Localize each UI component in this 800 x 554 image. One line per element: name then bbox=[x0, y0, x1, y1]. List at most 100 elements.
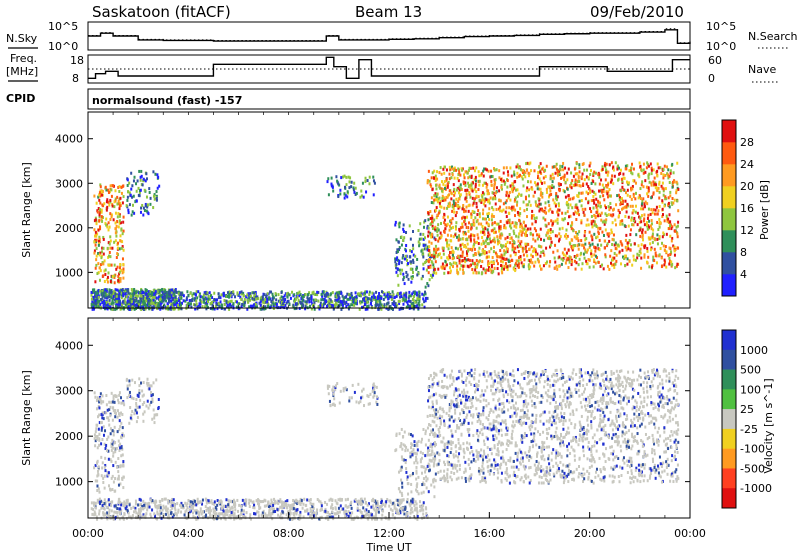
velocity-cell bbox=[118, 510, 121, 514]
power-cell bbox=[410, 260, 413, 264]
power-cell bbox=[313, 292, 316, 296]
power-cell bbox=[91, 307, 94, 311]
power-cell bbox=[163, 298, 166, 302]
power-cell bbox=[605, 218, 608, 222]
power-cell bbox=[289, 296, 292, 300]
power-cell bbox=[521, 170, 524, 174]
power-cell bbox=[593, 190, 596, 194]
power-cell bbox=[499, 178, 502, 182]
power-cell bbox=[426, 282, 429, 286]
power-cell bbox=[571, 197, 574, 201]
power-cell bbox=[147, 292, 150, 296]
power-cell bbox=[153, 295, 156, 299]
power-cell bbox=[247, 300, 250, 304]
power-cell bbox=[152, 293, 155, 297]
power-cell bbox=[611, 258, 614, 262]
power-cell bbox=[449, 269, 452, 273]
power-cell bbox=[653, 212, 656, 216]
power-cell bbox=[116, 195, 119, 199]
power-cell bbox=[174, 302, 177, 306]
power-cell bbox=[367, 305, 370, 309]
power-cell bbox=[538, 244, 541, 248]
power-cell bbox=[101, 219, 104, 223]
velocity-cell bbox=[248, 501, 251, 505]
power-cell bbox=[661, 186, 664, 190]
power-cell bbox=[443, 165, 446, 169]
power-cell bbox=[596, 210, 599, 214]
power-cell bbox=[235, 300, 238, 304]
power-cell bbox=[498, 169, 501, 173]
power-cell bbox=[539, 227, 542, 231]
power-cell bbox=[516, 188, 519, 192]
power-cell bbox=[536, 237, 539, 241]
cpid-label: CPID bbox=[6, 92, 35, 105]
power-cell bbox=[469, 247, 472, 251]
power-cell bbox=[661, 199, 664, 203]
power-cell bbox=[113, 289, 116, 293]
power-cell bbox=[526, 215, 529, 219]
power-cell bbox=[107, 190, 110, 194]
power-cell bbox=[99, 189, 102, 193]
power-cell bbox=[621, 255, 624, 259]
power-cell bbox=[339, 299, 342, 303]
power-cell bbox=[612, 207, 615, 211]
power-cell bbox=[552, 176, 555, 180]
power-cell bbox=[225, 299, 228, 303]
power-cell bbox=[613, 174, 616, 178]
power-cell bbox=[362, 195, 365, 199]
power-cell bbox=[556, 210, 559, 214]
power-cell bbox=[482, 230, 485, 234]
power-cell bbox=[197, 290, 200, 294]
power-cell bbox=[585, 237, 588, 241]
power-cell bbox=[498, 176, 501, 180]
power-cell bbox=[94, 218, 97, 222]
power-cell bbox=[459, 226, 462, 230]
power-cell bbox=[266, 301, 269, 305]
power-cell bbox=[590, 181, 593, 185]
power-cell bbox=[145, 296, 148, 300]
power-cell bbox=[135, 189, 138, 193]
velocity-cell bbox=[373, 517, 376, 521]
power-cell bbox=[627, 215, 630, 219]
power-cell bbox=[140, 174, 143, 178]
power-cell bbox=[331, 185, 334, 189]
power-cell bbox=[644, 200, 647, 204]
velocity-cell bbox=[286, 499, 289, 503]
power-cell bbox=[668, 227, 671, 231]
power-cell bbox=[421, 248, 424, 252]
freq-ytick-18: 18 bbox=[70, 54, 84, 67]
power-cell bbox=[652, 228, 655, 232]
power-cell bbox=[145, 209, 148, 213]
power-cell bbox=[549, 243, 552, 247]
noise-panel: N.Sky 10^5 10^0 10^5 10^0 N.Search bbox=[6, 20, 798, 53]
power-cell bbox=[636, 211, 639, 215]
power-cell bbox=[565, 228, 568, 232]
power-cell bbox=[632, 167, 635, 171]
power-cell bbox=[433, 255, 436, 259]
power-colorbar-tick: 28 bbox=[740, 136, 754, 149]
power-cell bbox=[136, 179, 139, 183]
power-cell bbox=[651, 265, 654, 269]
power-cell bbox=[108, 295, 111, 299]
power-cell bbox=[646, 216, 649, 220]
power-cell bbox=[145, 172, 148, 176]
power-cell bbox=[492, 214, 495, 218]
power-cell bbox=[118, 270, 121, 274]
power-cell bbox=[477, 260, 480, 264]
power-cell bbox=[575, 230, 578, 234]
power-cell bbox=[493, 168, 496, 172]
power-cell bbox=[596, 208, 599, 212]
power-cell bbox=[424, 243, 427, 247]
power-cell bbox=[645, 260, 648, 264]
power-cell bbox=[427, 260, 430, 264]
power-cell bbox=[135, 305, 138, 309]
power-cell bbox=[655, 186, 658, 190]
power-cell bbox=[561, 217, 564, 221]
power-cell bbox=[484, 239, 487, 243]
power-cell bbox=[584, 248, 587, 252]
power-cell bbox=[474, 182, 477, 186]
power-cell bbox=[490, 229, 493, 233]
power-cell bbox=[202, 293, 205, 297]
power-cell bbox=[676, 232, 679, 236]
power-cell bbox=[467, 176, 470, 180]
